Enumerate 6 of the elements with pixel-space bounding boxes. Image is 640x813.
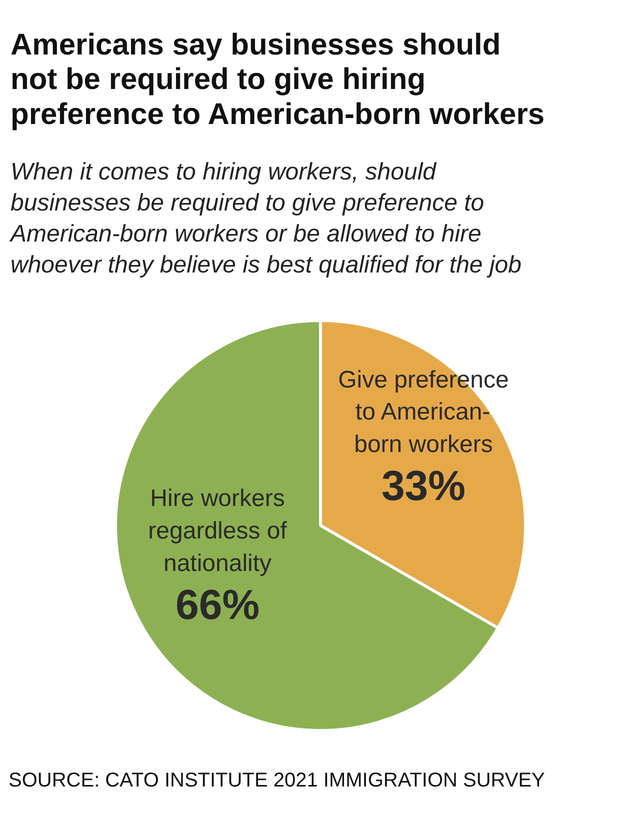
slice-label: Hire workers regardless of nationality [148, 485, 288, 577]
chart-subtitle: When it comes to hiring workers, should businesses be required to give preference to American-born workers or be allowed to hire whoever they believe is best qualified for the job [8, 158, 522, 279]
data-label: 66% [176, 580, 260, 628]
source-note: SOURCE: CATO INSTITUTE 2021 IMMIGRATION SURVEY [8, 770, 545, 792]
data-label: 33% [381, 462, 466, 510]
chart-title: Americans say businesses should not be required to give hiring preference to American-born workers [10, 28, 545, 131]
